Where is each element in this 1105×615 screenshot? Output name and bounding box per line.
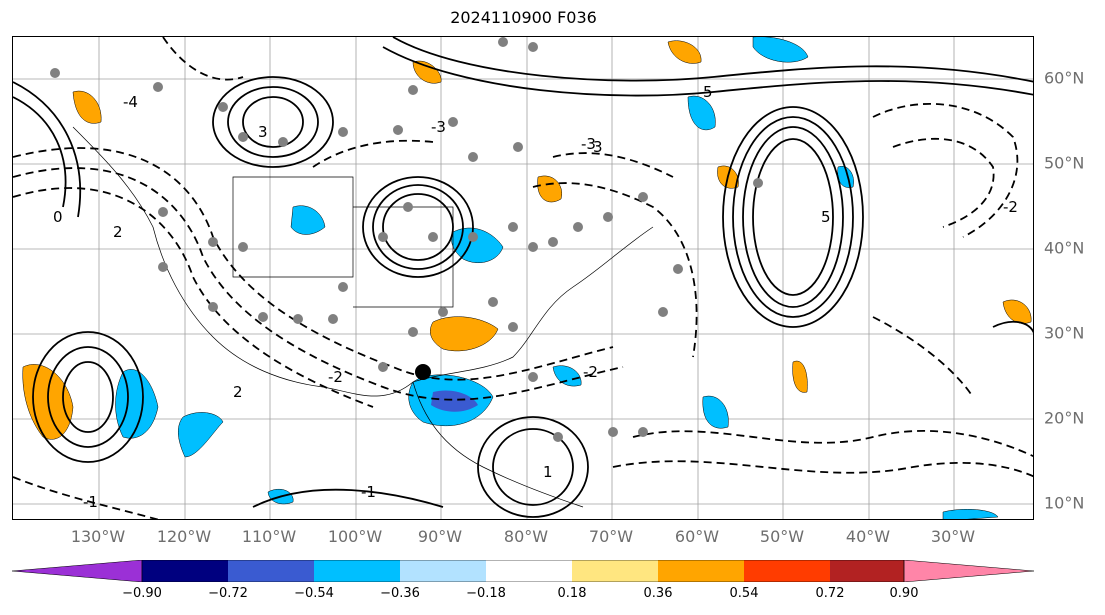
colorbar-tick: −0.54 <box>294 586 334 601</box>
lon-label: 130°W <box>70 527 126 546</box>
lon-label: 120°W <box>156 527 212 546</box>
colorbar-tick: 0.90 <box>889 586 919 601</box>
lon-label: 60°W <box>674 527 720 546</box>
lon-label: 40°W <box>845 527 891 546</box>
contour-label: -1 <box>361 483 376 501</box>
contour-label: -2 <box>1003 198 1018 216</box>
colorbar <box>12 560 1035 582</box>
map-panel: -4 -3 -3 -2 -2 -2 -1 -1 1 2 2 3 3 5 5 0 <box>12 36 1034 520</box>
colorbar-segment <box>658 560 744 582</box>
contour-label-layer: -4 -3 -3 -2 -2 -2 -1 -1 1 2 2 3 3 5 5 0 <box>53 83 1018 511</box>
graticule <box>13 37 1033 519</box>
lon-label: 110°W <box>241 527 297 546</box>
colorbar-segment <box>572 560 658 582</box>
solid-contours <box>13 37 1033 518</box>
contour-label: 3 <box>258 123 268 141</box>
lon-label: 80°W <box>503 527 549 546</box>
colorbar-tick: −0.18 <box>466 586 506 601</box>
contour-label: -3 <box>581 135 596 153</box>
colorbar-tick: 0.72 <box>815 586 845 601</box>
contour-label: 2 <box>113 223 123 241</box>
colorbar-segment <box>830 560 904 582</box>
contour-label: -1 <box>83 493 98 511</box>
storm-center-marker <box>415 364 431 380</box>
contour-label: -2 <box>583 363 598 381</box>
colorbar-tick: −0.36 <box>380 586 420 601</box>
contour-label: -4 <box>123 93 138 111</box>
contour-label: 0 <box>53 208 63 226</box>
colorbar-segment <box>228 560 314 582</box>
lon-label: 50°W <box>759 527 805 546</box>
colorbar-tick: 0.36 <box>643 586 673 601</box>
contour-label: 5 <box>703 83 713 101</box>
lat-label: 50°N <box>1044 153 1085 173</box>
contour-label: 2 <box>233 383 243 401</box>
contour-label: 5 <box>821 208 831 226</box>
map-canvas: -4 -3 -3 -2 -2 -2 -1 -1 1 2 2 3 3 5 5 0 <box>13 37 1033 519</box>
contour-label: 1 <box>543 463 553 481</box>
colorbar-tick: −0.90 <box>122 586 162 601</box>
coastlines <box>72 126 654 508</box>
colorbar-segment <box>903 560 1035 582</box>
lon-label: 100°W <box>327 527 383 546</box>
colorbar-segment <box>314 560 400 582</box>
dashed-contours <box>13 37 1033 519</box>
lat-label: 40°N <box>1044 238 1085 258</box>
colorbar-segment <box>400 560 486 582</box>
lon-label: 70°W <box>588 527 634 546</box>
contour-label: -3 <box>431 118 446 136</box>
observation-points <box>50 37 763 442</box>
colorbar-segment <box>12 560 143 582</box>
colorbar-segment <box>744 560 830 582</box>
lat-label: 10°N <box>1044 493 1085 513</box>
shaded-fields <box>22 37 1032 519</box>
lon-label: 90°W <box>417 527 463 546</box>
lon-label: 30°W <box>930 527 976 546</box>
lat-label: 30°N <box>1044 323 1085 343</box>
contour-label: -2 <box>328 368 343 386</box>
contour-label: 3 <box>593 138 603 156</box>
colorbar-tick: −0.72 <box>208 586 248 601</box>
lat-label: 20°N <box>1044 408 1085 428</box>
colorbar-segment <box>486 560 572 582</box>
colorbar-tick: 0.54 <box>729 586 759 601</box>
colorbar-tick: 0.18 <box>557 586 587 601</box>
map-title: 2024110900 F036 <box>450 8 597 27</box>
lat-label: 60°N <box>1044 68 1085 88</box>
colorbar-segment <box>142 560 228 582</box>
